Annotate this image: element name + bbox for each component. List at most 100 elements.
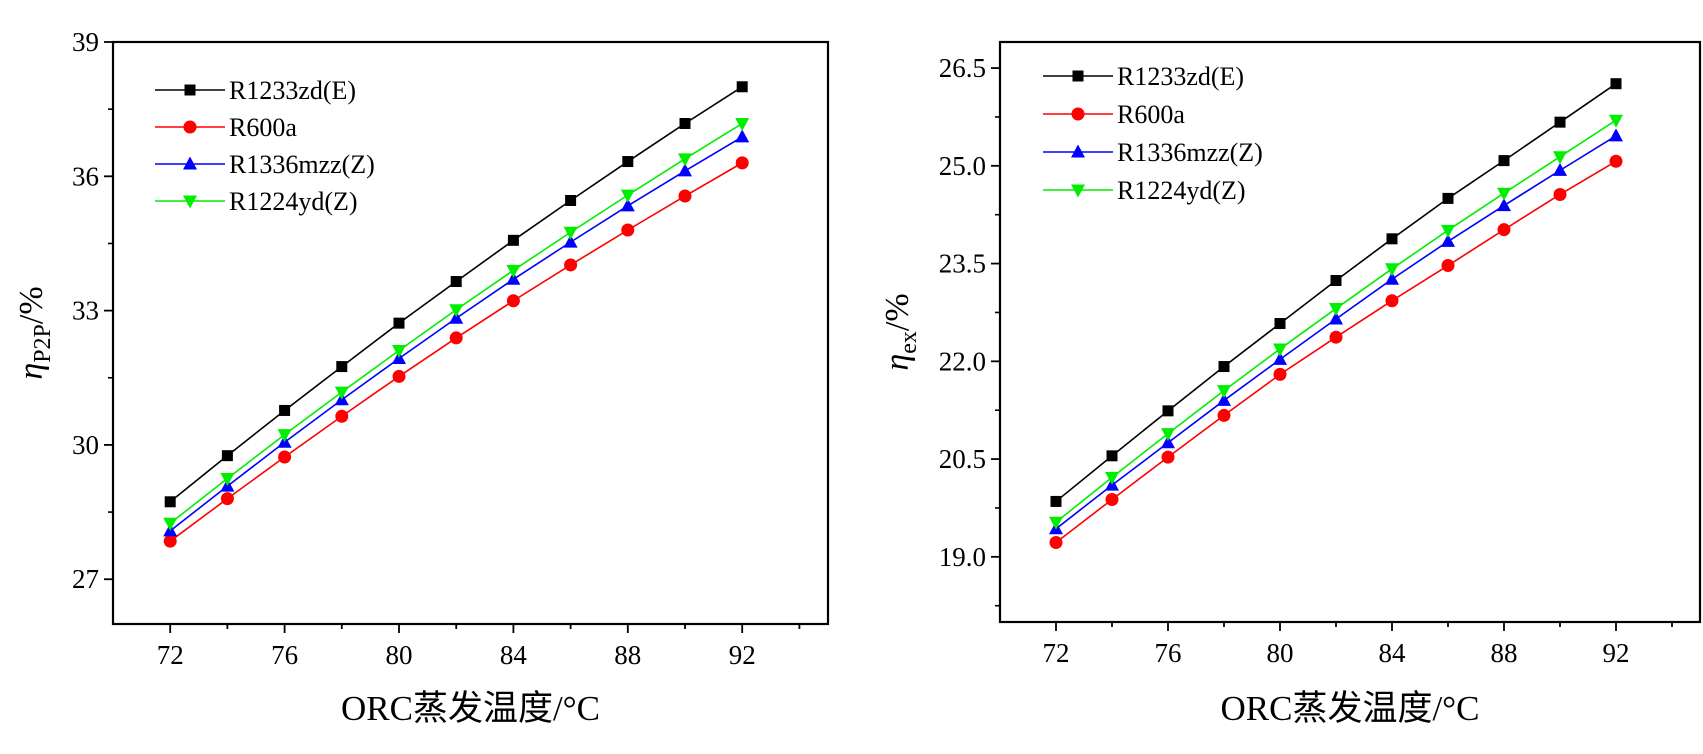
data-point [1553,187,1567,201]
data-point [1329,330,1343,344]
data-point [1217,385,1231,399]
plot-frame [111,40,830,626]
data-point [1217,392,1231,406]
legend-label: R1336mzz(Z) [1117,138,1263,167]
data-point [1497,223,1511,237]
series-line [169,162,743,542]
data-point [1385,263,1399,277]
data-point [392,369,406,383]
data-point [1385,294,1399,308]
series-R600a [1049,154,1623,549]
data-point [277,429,292,443]
data-point [279,404,291,416]
data-point [1441,233,1455,247]
data-point [1106,450,1118,462]
data-point [1385,271,1399,285]
data-point [278,450,292,464]
y-tick-label: 22.0 [939,346,986,376]
data-point [620,189,635,203]
data-point [1497,187,1511,201]
series-line [1055,160,1617,544]
legend: R1233zd(E) R600a R1336mzz(Z) R1224yd(Z) [155,76,375,216]
data-point [1162,405,1174,417]
legend-label: R1233zd(E) [1117,62,1244,91]
x-tick-label: 88 [614,640,641,670]
data-point [449,310,464,324]
data-point [449,304,464,318]
y-tick-label: 20.5 [939,444,986,474]
legend-marker [1072,70,1084,82]
chart-panel-left: 72 76 80 84 88 92 27 30 33 36 39 R1233zd(E) R600a R13… [13,27,830,728]
data-point [735,156,749,170]
y-axis-symbol: η [879,354,916,371]
x-tick-label: 76 [271,640,298,670]
x-tick-label: 72 [1043,638,1070,668]
data-point [1442,192,1454,204]
data-point [1497,198,1511,212]
data-point [506,271,521,285]
series-R1224yd(Z) [163,117,750,531]
legend-marker [183,156,197,170]
legend-label: R600a [229,113,297,142]
data-point [1049,516,1063,530]
data-point [449,331,463,345]
x-tick-label: 80 [1267,638,1294,668]
data-point [1553,162,1567,176]
data-point [392,344,406,358]
data-point [621,223,635,237]
data-point [393,317,405,329]
y-tick-label: 36 [72,161,99,191]
y-tick-label: 26.5 [939,53,986,83]
data-point [678,189,692,203]
data-point [1498,155,1510,167]
y-tick-label: 23.5 [939,249,986,279]
series-R1233zd(E) [1050,78,1622,507]
legend-label: R1224yd(Z) [1117,176,1246,205]
data-point [1330,275,1342,287]
data-point [678,153,692,167]
data-point [564,258,578,272]
y-axis-title: ηex/% [879,293,922,370]
legend-marker [183,120,197,134]
x-tick-label: 76 [1155,638,1182,668]
series-R1224yd(Z) [1049,114,1623,530]
data-point [336,361,348,373]
data-point [221,450,233,462]
y-axis-unit: /% [13,286,50,324]
data-point [622,156,634,168]
data-point [1049,535,1063,549]
data-point [565,194,577,206]
y-tick-label: 19.0 [939,542,986,572]
data-point [506,294,520,308]
data-point [1386,233,1398,245]
series-R1336mzz(Z) [163,129,750,537]
data-point [1218,361,1230,373]
data-point [164,496,176,508]
data-point [563,226,578,240]
x-tick-label: 80 [386,640,413,670]
data-point [1553,151,1567,165]
legend: R1233zd(E) R600a R1336mzz(Z) R1224yd(Z) [1043,62,1263,205]
y-tick-label: 33 [72,296,99,326]
legend-marker [1071,107,1085,121]
legend-marker [1071,184,1085,198]
x-tick-label: 84 [1379,638,1407,668]
x-axis-title: ORC蒸发温度/°C [1220,689,1479,728]
y-axis-unit: /% [879,293,916,331]
y-axis-subscript: P2P [30,324,56,363]
legend-marker [183,195,197,209]
y-tick-label: 25.0 [939,151,986,181]
data-point [1609,114,1623,128]
y-tick-label: 30 [72,430,99,460]
y-axis-subscript: ex [896,331,922,354]
data-point [163,534,177,548]
x-tick-label: 92 [729,640,756,670]
series-R1336mzz(Z) [1049,128,1623,535]
data-point [1329,303,1343,317]
series-R1233zd(E) [164,81,748,508]
data-point [1105,471,1119,485]
data-point [1610,78,1622,90]
x-axis-title: ORC蒸发温度/°C [341,689,600,728]
data-point [1217,408,1231,422]
legend-label: R600a [1117,100,1185,129]
